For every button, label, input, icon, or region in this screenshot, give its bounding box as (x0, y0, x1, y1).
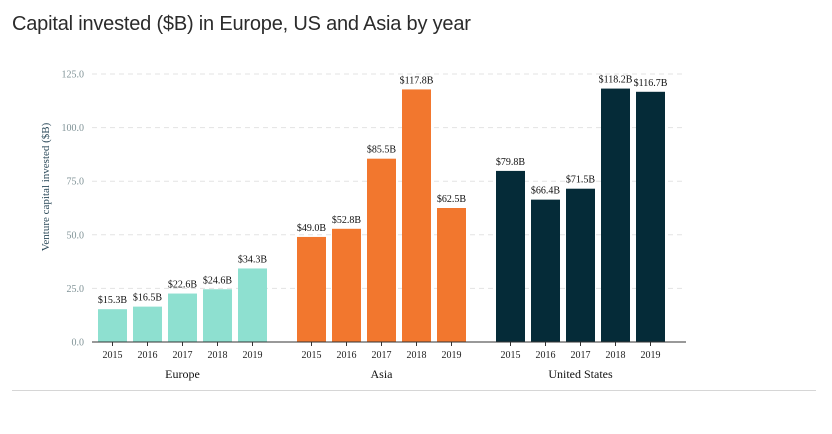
x-tick-label: 2017 (173, 350, 193, 361)
x-tick-label: 2016 (337, 350, 357, 361)
data-label: $66.4B (531, 186, 561, 197)
y-tick-label: 125.0 (62, 70, 85, 81)
y-tick-label: 75.0 (67, 177, 85, 188)
y-tick-label: 0.0 (72, 338, 85, 349)
x-tick-label: 2018 (606, 350, 626, 361)
bar (98, 309, 127, 342)
y-axis-label: Venture capital invested ($B) (40, 122, 52, 251)
group-label: Europe (165, 367, 200, 381)
x-tick-label: 2018 (407, 350, 427, 361)
data-label: $118.2B (599, 75, 633, 86)
footer-divider (12, 390, 816, 391)
x-axis: 2015 2016 2017 2018 2019 Europe 2015 2016 2017 20… (92, 341, 686, 381)
x-tick-label: 2015 (103, 350, 123, 361)
x-tick-label: 2015 (501, 350, 521, 361)
bar (203, 289, 232, 342)
x-tick-label: 2019 (243, 350, 263, 361)
y-tick-label: 25.0 (67, 284, 85, 295)
bar (332, 228, 361, 342)
bar-group-asia: $49.0B $52.8B $85.5B $117.8B $62.5B (297, 75, 467, 342)
data-label: $49.0B (297, 223, 327, 234)
data-label: $79.8B (496, 157, 526, 168)
data-label: $85.5B (367, 145, 397, 156)
bar-group-europe: $15.3B $16.5B $22.6B $24.6B $34.3B (98, 254, 268, 342)
y-axis: 0.0 25.0 50.0 75.0 100.0 125.0 (62, 70, 85, 349)
bar (566, 188, 595, 342)
bars: $15.3B $16.5B $22.6B $24.6B $34.3B $49.0B $52.… (98, 75, 668, 343)
bar (168, 293, 197, 342)
data-label: $117.8B (400, 75, 434, 86)
bar (367, 158, 396, 342)
data-label: $116.7B (634, 78, 668, 89)
x-tick-label: 2015 (302, 350, 322, 361)
data-label: $34.3B (238, 254, 268, 265)
y-tick-label: 50.0 (67, 230, 85, 241)
bar (402, 89, 431, 342)
bar (496, 170, 525, 342)
bar (133, 306, 162, 342)
y-tick-label: 100.0 (62, 123, 85, 134)
data-label: $62.5B (437, 194, 467, 205)
data-label: $24.6B (203, 275, 233, 286)
data-label: $71.5B (566, 175, 596, 186)
group-label: United States (548, 367, 613, 381)
data-label: $16.5B (133, 293, 163, 304)
bar (297, 236, 326, 342)
x-tick-label: 2018 (208, 350, 228, 361)
bar (531, 199, 560, 342)
x-tick-label: 2019 (442, 350, 462, 361)
bar (437, 208, 466, 342)
chart-title: Capital invested ($B) in Europe, US and … (12, 13, 471, 35)
x-tick-label: 2016 (536, 350, 556, 361)
bar (636, 91, 665, 342)
x-tick-label: 2019 (641, 350, 661, 361)
data-label: $15.3B (98, 295, 128, 306)
data-label: $52.8B (332, 215, 362, 226)
bar (601, 88, 630, 343)
x-tick-label: 2016 (138, 350, 158, 361)
bar (238, 268, 267, 342)
data-label: $22.6B (168, 280, 198, 291)
x-tick-label: 2017 (372, 350, 392, 361)
bar-chart: 0.0 25.0 50.0 75.0 100.0 125.0 $15.3B $16.5B $2… (40, 70, 686, 381)
bar-group-united-states: $79.8B $66.4B $71.5B $118.2B $116.7B (496, 75, 668, 343)
group-label: Asia (371, 367, 394, 381)
x-tick-label: 2017 (571, 350, 591, 361)
